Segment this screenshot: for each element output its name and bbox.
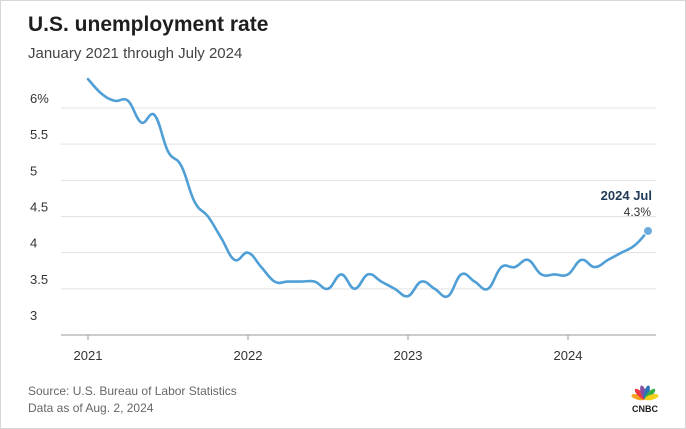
annotation-label: 2024 Jul: [601, 188, 652, 203]
end-point-marker: [643, 225, 653, 236]
y-tick-label: 6%: [30, 91, 49, 106]
series-line: [86, 77, 650, 299]
x-tick-label: 2021: [74, 348, 103, 363]
y-tick-label: 5: [30, 163, 37, 178]
cnbc-logo: CNBC: [631, 385, 659, 414]
source-note: Source: U.S. Bureau of Labor Statistics: [28, 384, 237, 398]
y-tick-label: 3.5: [30, 272, 48, 287]
x-tick-label: 2022: [234, 348, 263, 363]
peacock-feather: [643, 385, 650, 400]
x-tick-label: 2024: [554, 348, 583, 363]
y-tick-label: 4: [30, 236, 37, 251]
svg-text:CNBC: CNBC: [632, 404, 658, 414]
y-tick-label: 5.5: [30, 127, 48, 142]
x-tick-label: 2023: [394, 348, 423, 363]
annotation-value: 4.3%: [624, 205, 652, 219]
y-tick-label: 3: [30, 308, 37, 323]
chart-subtitle: January 2021 through July 2024: [28, 45, 243, 62]
chart-title: U.S. unemployment rate: [28, 13, 269, 36]
peacock-feather: [631, 394, 646, 401]
y-tick-label: 4.5: [30, 200, 48, 215]
peacock-feather: [644, 394, 659, 401]
data-date-note: Data as of Aug. 2, 2024: [28, 401, 154, 415]
